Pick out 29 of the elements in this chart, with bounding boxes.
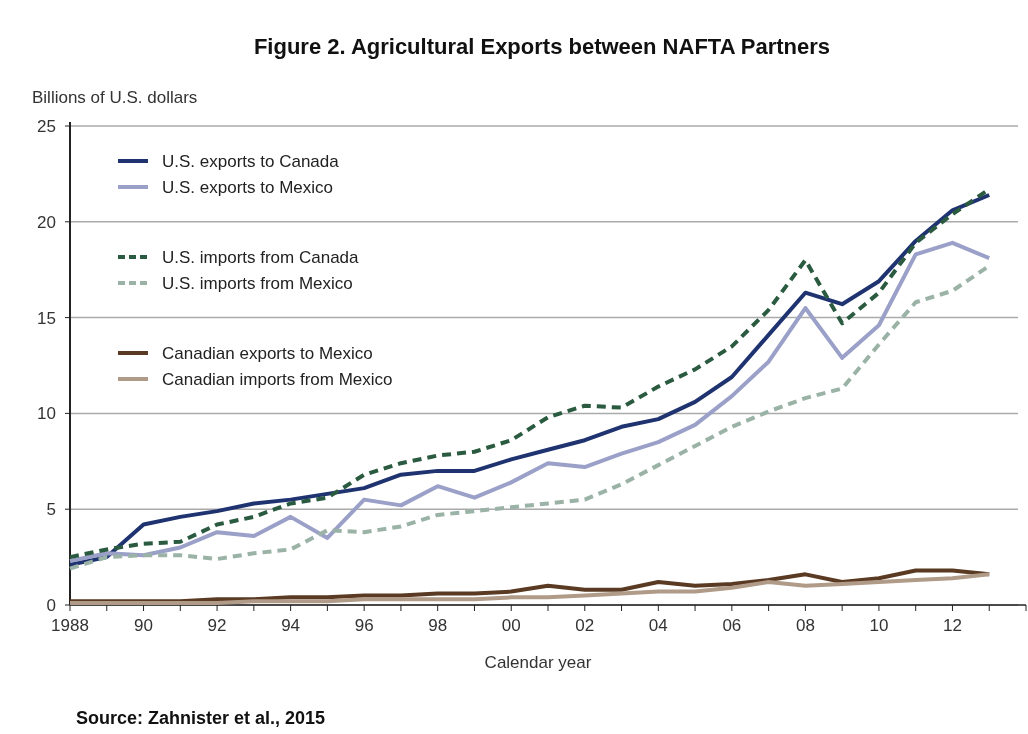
x-tick-label: 1988 (51, 616, 89, 635)
x-tick-label: 10 (869, 616, 889, 635)
x-tick-label: 02 (575, 616, 595, 635)
y-tick-label: 10 (37, 404, 56, 424)
legend-label: U.S. imports from Canada (162, 247, 360, 267)
x-tick-label: 96 (354, 616, 374, 635)
x-tick-label: 90 (134, 616, 153, 635)
legend-label: Canadian imports from Mexico (162, 369, 393, 389)
x-tick-label: 04 (648, 616, 668, 635)
y-axis-title: Billions of U.S. dollars (32, 88, 198, 107)
legend-label: Canadian exports to Mexico (162, 343, 373, 363)
x-axis-title: Calendar year (484, 653, 592, 672)
x-tick-label: 00 (501, 616, 521, 635)
x-tick-label: 06 (722, 616, 742, 635)
chart-title: Figure 2. Agricultural Exports between NAFTA Partners (253, 34, 831, 59)
legend-label: U.S. exports to Mexico (162, 177, 334, 197)
legend-label: U.S. exports to Canada (162, 151, 340, 171)
x-tick-label: 08 (795, 616, 815, 635)
x-tick-label: 12 (943, 616, 962, 635)
y-tick-label: 15 (37, 308, 56, 328)
y-tick-label: 20 (37, 212, 56, 232)
y-tick-label: 0 (46, 595, 56, 615)
x-tick-label: 98 (428, 616, 448, 635)
x-tick-label: 92 (207, 616, 227, 635)
y-tick-label: 5 (46, 500, 56, 520)
legend-label: U.S. imports from Mexico (162, 273, 353, 293)
y-tick-label: 25 (37, 116, 56, 136)
source-note: Source: Zahnister et al., 2015 (76, 708, 326, 728)
x-tick-label: 94 (281, 616, 301, 635)
